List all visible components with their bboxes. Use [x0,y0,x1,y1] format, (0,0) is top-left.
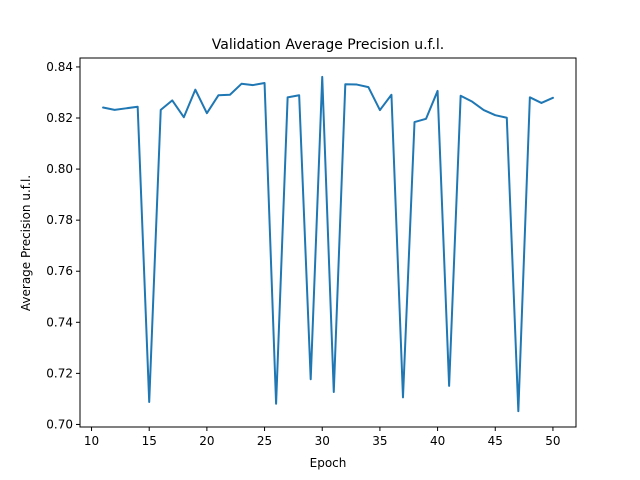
x-tick-label: 50 [545,434,560,448]
data-point [171,99,173,101]
data-point [471,101,473,103]
data-point [102,107,104,109]
data-point [298,94,300,96]
data-point [414,121,416,123]
data-point [264,82,266,84]
data-point [356,84,358,86]
data-point [333,391,335,393]
data-point [229,94,231,96]
x-tick-label: 20 [199,434,214,448]
data-point [540,102,542,104]
data-point [460,95,462,97]
y-axis-title: Average Precision u.f.l. [19,175,33,311]
data-point [448,385,450,387]
data-point [114,109,116,111]
data-point [344,83,346,85]
data-point [310,378,312,380]
data-point [483,109,485,111]
y-tick-label: 0.84 [46,60,73,74]
data-point [206,112,208,114]
data-point [148,401,150,403]
series-layer [102,75,554,413]
x-axis-title: Epoch [310,456,347,470]
data-point [425,118,427,120]
y-tick-label: 0.72 [46,366,73,380]
x-tick-label: 40 [430,434,445,448]
data-point [517,410,519,412]
data-point [367,86,369,88]
data-point [402,396,404,398]
x-tick-label: 35 [372,434,387,448]
data-point [252,84,254,86]
data-point [437,90,439,92]
chart-title: Validation Average Precision u.f.l. [212,37,444,53]
data-point [506,117,508,119]
data-point [321,76,323,78]
data-point [529,96,531,98]
series-line [102,75,554,413]
x-tick-label: 45 [488,434,503,448]
y-tick-label: 0.70 [46,417,73,431]
x-tick-label: 30 [315,434,330,448]
y-tick-label: 0.74 [46,315,73,329]
data-point [552,97,554,99]
axis-ticks: 10 15 20 25 30 35 40 45 50 0.70 0.72 0.74 0.76 0.78 0.… [46,60,560,448]
x-tick-label: 25 [257,434,272,448]
data-point [379,109,381,111]
plot-frame [79,57,577,428]
data-point [240,83,242,85]
data-point [494,114,496,116]
data-point [390,94,392,96]
y-tick-label: 0.82 [46,111,73,125]
data-point [160,109,162,111]
x-tick-label: 15 [142,434,157,448]
data-point [217,94,219,96]
data-point [125,107,127,109]
data-point [287,96,289,98]
x-tick-label: 10 [84,434,99,448]
data-point [194,89,196,91]
data-point [183,116,185,118]
data-point [275,403,277,405]
y-tick-label: 0.80 [46,162,73,176]
data-point [137,106,139,108]
y-tick-label: 0.76 [46,264,73,278]
y-tick-label: 0.78 [46,213,73,227]
